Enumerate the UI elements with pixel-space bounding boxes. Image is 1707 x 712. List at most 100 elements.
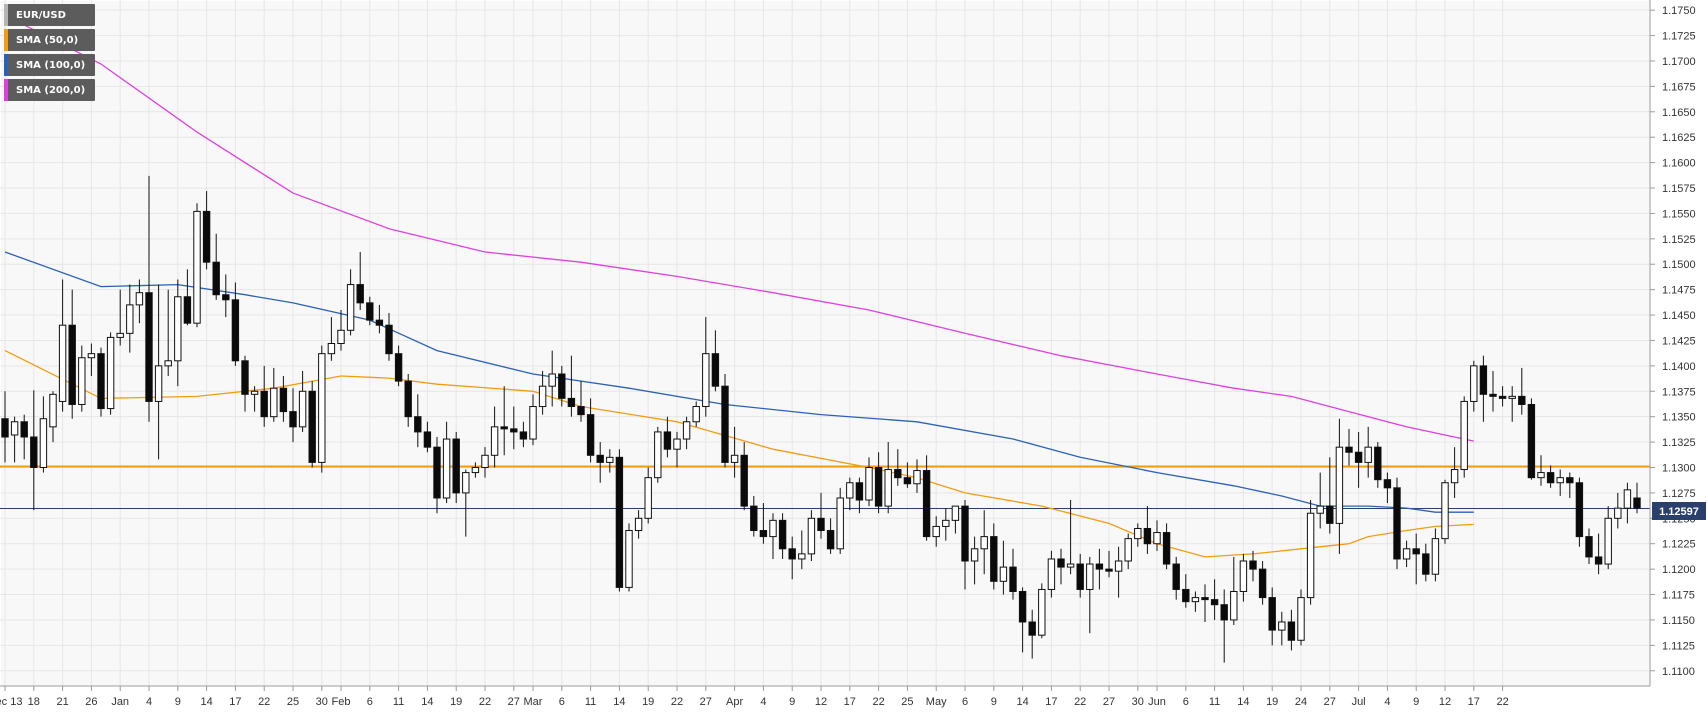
candle <box>884 442 892 514</box>
candle-body <box>538 385 547 408</box>
candle <box>778 513 787 559</box>
candle <box>961 500 969 590</box>
candle-body <box>1431 538 1440 575</box>
candle <box>1364 426 1372 478</box>
candle-body <box>462 472 470 494</box>
candle-body <box>1345 446 1353 453</box>
x-tick-label: 14 <box>1237 696 1249 708</box>
candle <box>510 406 518 450</box>
candle-body <box>874 466 883 507</box>
x-tick-label: 6 <box>367 696 373 708</box>
candle-body <box>673 438 681 450</box>
candle <box>30 390 38 511</box>
x-tick-label: 4 <box>1384 696 1390 708</box>
candle <box>49 391 57 443</box>
candle-body <box>1633 497 1641 509</box>
candle-body <box>1450 469 1459 484</box>
candle <box>1249 550 1257 582</box>
x-tick-label: 14 <box>421 696 433 708</box>
candle-body <box>231 299 240 362</box>
candle-body <box>558 373 566 399</box>
candle <box>1633 482 1641 514</box>
candle-body <box>145 292 153 402</box>
candle <box>394 345 403 387</box>
candle-body <box>606 456 614 463</box>
candle <box>1604 506 1612 570</box>
legend-swatch <box>4 4 8 26</box>
candle-body <box>1470 365 1478 402</box>
candle-body <box>164 360 172 367</box>
candle-body <box>615 456 624 588</box>
candle-body <box>1383 479 1392 489</box>
candle-body <box>375 319 384 326</box>
candle <box>1479 355 1488 422</box>
candle-body <box>817 517 825 532</box>
candle <box>1575 477 1584 547</box>
price-label-background <box>1652 502 1706 520</box>
x-tick-label: Feb <box>332 696 351 708</box>
candle-body <box>1018 590 1027 623</box>
candle-body <box>932 525 940 538</box>
candle <box>298 370 307 432</box>
candle-body <box>1460 400 1468 471</box>
candle-body <box>596 454 604 463</box>
legend-item-sma100[interactable]: SMA (100,0) <box>4 54 96 76</box>
candle <box>1460 396 1468 478</box>
candle <box>1585 528 1593 565</box>
candle-body <box>922 470 931 538</box>
x-tick-label: 22 <box>479 696 491 708</box>
candle <box>1076 553 1084 598</box>
x-tick-label: 19 <box>642 696 654 708</box>
legend-item-sma50[interactable]: SMA (50,0) <box>4 29 96 51</box>
candle-body <box>1585 536 1593 558</box>
candle <box>193 203 201 328</box>
candle <box>980 510 988 575</box>
y-tick-label: 1.1225 <box>1662 539 1696 551</box>
candle-body <box>1047 558 1056 590</box>
candle <box>1546 465 1555 488</box>
y-tick-label: 1.1700 <box>1662 56 1696 68</box>
candle <box>1220 589 1228 663</box>
legend-item-eurusd[interactable]: EUR/USD <box>4 4 96 26</box>
plot-background <box>1 1 1649 685</box>
candle-body <box>423 431 432 448</box>
x-tick-label: Mar <box>524 696 543 708</box>
candle <box>654 426 662 483</box>
candle <box>1182 574 1190 608</box>
legend-item-sma200[interactable]: SMA (200,0) <box>4 79 96 101</box>
candle-body <box>1479 365 1488 395</box>
candle-body <box>750 505 758 532</box>
x-tick-label: 9 <box>1413 696 1419 708</box>
candle-body <box>385 324 393 355</box>
x-tick-label: 12 <box>1439 696 1451 708</box>
candle <box>1374 442 1382 488</box>
x-tick-label: 21 <box>56 696 68 708</box>
candle-body <box>702 353 710 408</box>
candle <box>1614 492 1622 529</box>
candle-body <box>241 360 249 395</box>
candle <box>625 523 633 592</box>
candle <box>97 347 105 417</box>
candle-body <box>1162 532 1171 565</box>
candle-body <box>346 284 355 331</box>
candle-body <box>1249 560 1257 570</box>
candle <box>1143 506 1152 554</box>
candle-body <box>414 416 422 433</box>
candle-body <box>1489 393 1497 397</box>
candle-body <box>1297 597 1305 641</box>
candle-body <box>654 431 662 479</box>
y-tick-label: 1.1500 <box>1662 259 1696 271</box>
candle <box>577 381 585 422</box>
candle-body <box>174 296 182 362</box>
candle <box>174 279 182 387</box>
legend-swatch <box>4 54 8 76</box>
candle-body <box>394 353 403 382</box>
candle <box>634 510 643 539</box>
y-tick-label: 1.1575 <box>1662 183 1696 195</box>
candle <box>990 523 998 590</box>
candle-body <box>903 477 912 485</box>
candle <box>414 394 422 448</box>
x-tick-label: 17 <box>229 696 241 708</box>
candle <box>692 401 700 427</box>
